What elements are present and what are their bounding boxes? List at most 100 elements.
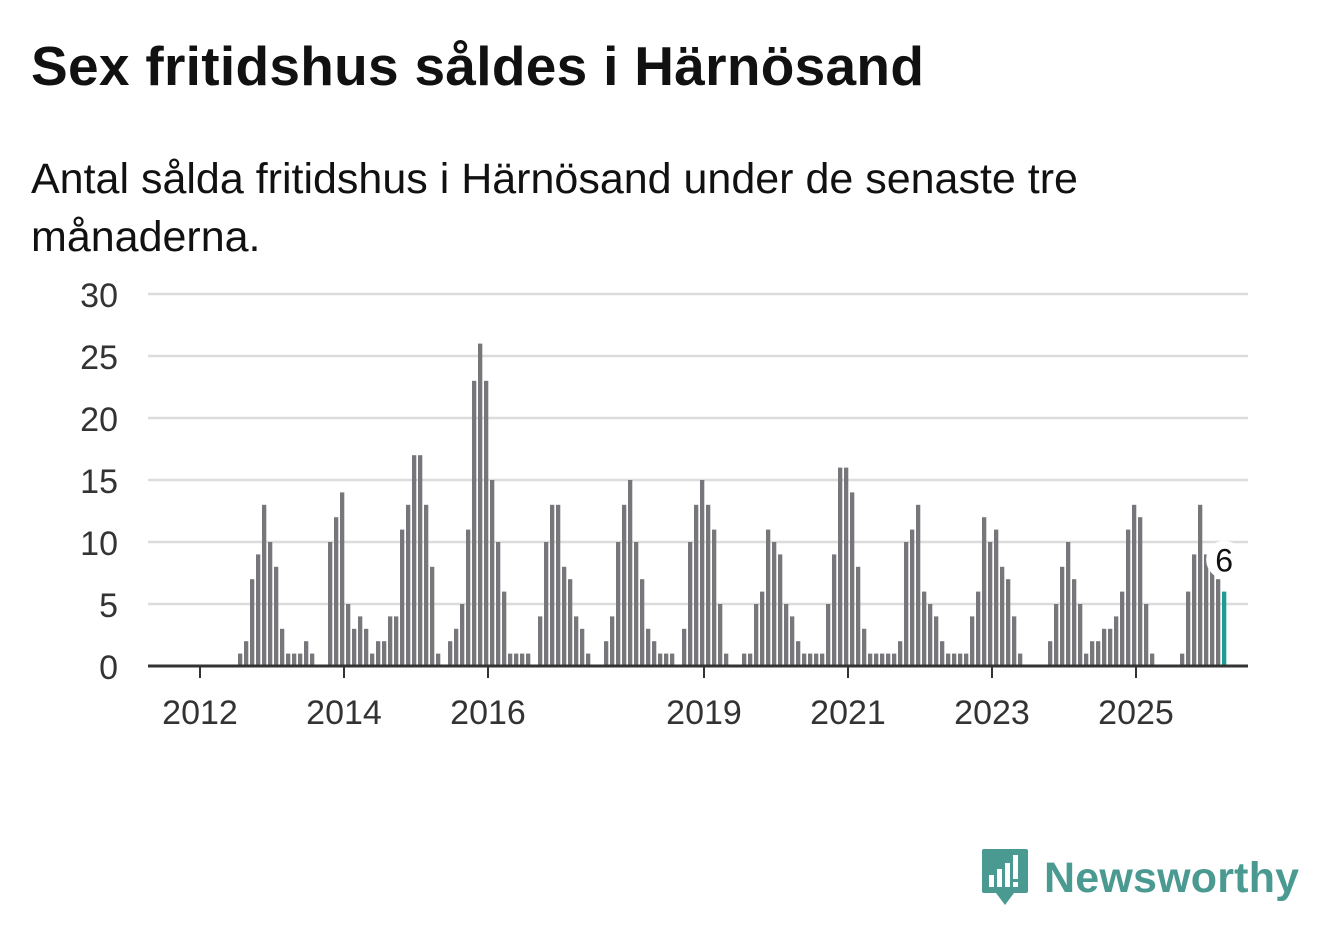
bar — [268, 542, 273, 666]
bar — [724, 653, 729, 666]
bar — [838, 467, 843, 666]
bar — [682, 628, 687, 666]
x-tick-label: 2025 — [1098, 694, 1174, 732]
bar — [466, 529, 471, 666]
x-tick-label: 2012 — [162, 694, 238, 732]
chart-subtitle: Antal sålda fritidshus i Härnösand under… — [31, 155, 1078, 261]
bar — [976, 591, 981, 666]
y-tick-label: 30 — [80, 277, 118, 315]
bar — [1198, 504, 1203, 666]
y-tick-label: 20 — [80, 401, 118, 439]
bar — [514, 653, 519, 666]
bar — [1096, 641, 1101, 666]
bar — [1012, 616, 1017, 666]
annotations: 6 — [1206, 540, 1243, 579]
chart-title: Sex fritidshus såldes i Härnösand — [31, 35, 925, 97]
bar — [760, 591, 765, 666]
bar — [364, 628, 369, 666]
bar — [484, 380, 489, 666]
bar — [502, 591, 507, 666]
bar — [310, 653, 315, 666]
bar — [766, 529, 771, 666]
bar — [430, 566, 435, 666]
bar — [712, 529, 717, 666]
bar — [538, 616, 543, 666]
bar — [628, 480, 633, 666]
bar — [1048, 641, 1053, 666]
bar — [898, 641, 903, 666]
bar — [874, 653, 879, 666]
bar — [1090, 641, 1095, 666]
bar — [880, 653, 885, 666]
highlight-value-label: 6 — [1215, 543, 1233, 579]
bar — [856, 566, 861, 666]
bar — [802, 653, 807, 666]
bar — [250, 579, 255, 666]
highlight-label-bg — [1206, 540, 1243, 579]
bar — [928, 604, 933, 666]
bar — [1054, 604, 1059, 666]
bar — [304, 641, 309, 666]
bar — [952, 653, 957, 666]
bar — [946, 653, 951, 666]
bar — [358, 616, 363, 666]
bar — [868, 653, 873, 666]
brand-name: Newsworthy — [1044, 853, 1300, 902]
bar — [256, 554, 261, 666]
bar — [694, 504, 699, 666]
bar — [964, 653, 969, 666]
bar — [472, 380, 477, 666]
x-tick-label: 2021 — [810, 694, 886, 732]
bar — [478, 343, 483, 666]
x-tick-label: 2016 — [450, 694, 526, 732]
bar — [1204, 554, 1209, 666]
bar — [742, 653, 747, 666]
bar — [616, 542, 621, 666]
bar — [1120, 591, 1125, 666]
y-tick-label: 15 — [80, 463, 118, 501]
bar — [376, 641, 381, 666]
bar — [1108, 628, 1113, 666]
bar — [718, 604, 723, 666]
bar — [982, 517, 987, 666]
bar — [664, 653, 669, 666]
y-tick-label: 25 — [80, 339, 118, 377]
bar — [274, 566, 279, 666]
bar — [1018, 653, 1023, 666]
bar — [496, 542, 501, 666]
x-axis: 2012 2014 2016 2019 2021 2023 2025 — [148, 664, 1248, 732]
bar — [1126, 529, 1131, 666]
bar — [280, 628, 285, 666]
bar — [784, 604, 789, 666]
bar — [892, 653, 897, 666]
bar — [1060, 566, 1065, 666]
bar — [562, 566, 567, 666]
bar — [448, 641, 453, 666]
bar — [544, 542, 549, 666]
bar — [424, 504, 429, 666]
bar — [778, 554, 783, 666]
bar-highlight — [1222, 591, 1227, 666]
bar — [646, 628, 651, 666]
bar — [640, 579, 645, 666]
bar — [556, 504, 561, 666]
bar — [844, 467, 849, 666]
bar — [406, 504, 411, 666]
bar — [574, 616, 579, 666]
bar — [772, 542, 777, 666]
bar — [520, 653, 525, 666]
bar — [1132, 504, 1137, 666]
bar — [988, 542, 993, 666]
bar — [832, 554, 837, 666]
bar — [688, 542, 693, 666]
bar — [826, 604, 831, 666]
y-tick-label: 0 — [99, 649, 118, 687]
bars — [238, 343, 1227, 666]
newsworthy-logo[interactable]: Newsworthy — [980, 846, 1299, 910]
bar — [262, 504, 267, 666]
bar — [1192, 554, 1197, 666]
bar — [1144, 604, 1149, 666]
bar — [286, 653, 291, 666]
bar — [490, 480, 495, 666]
